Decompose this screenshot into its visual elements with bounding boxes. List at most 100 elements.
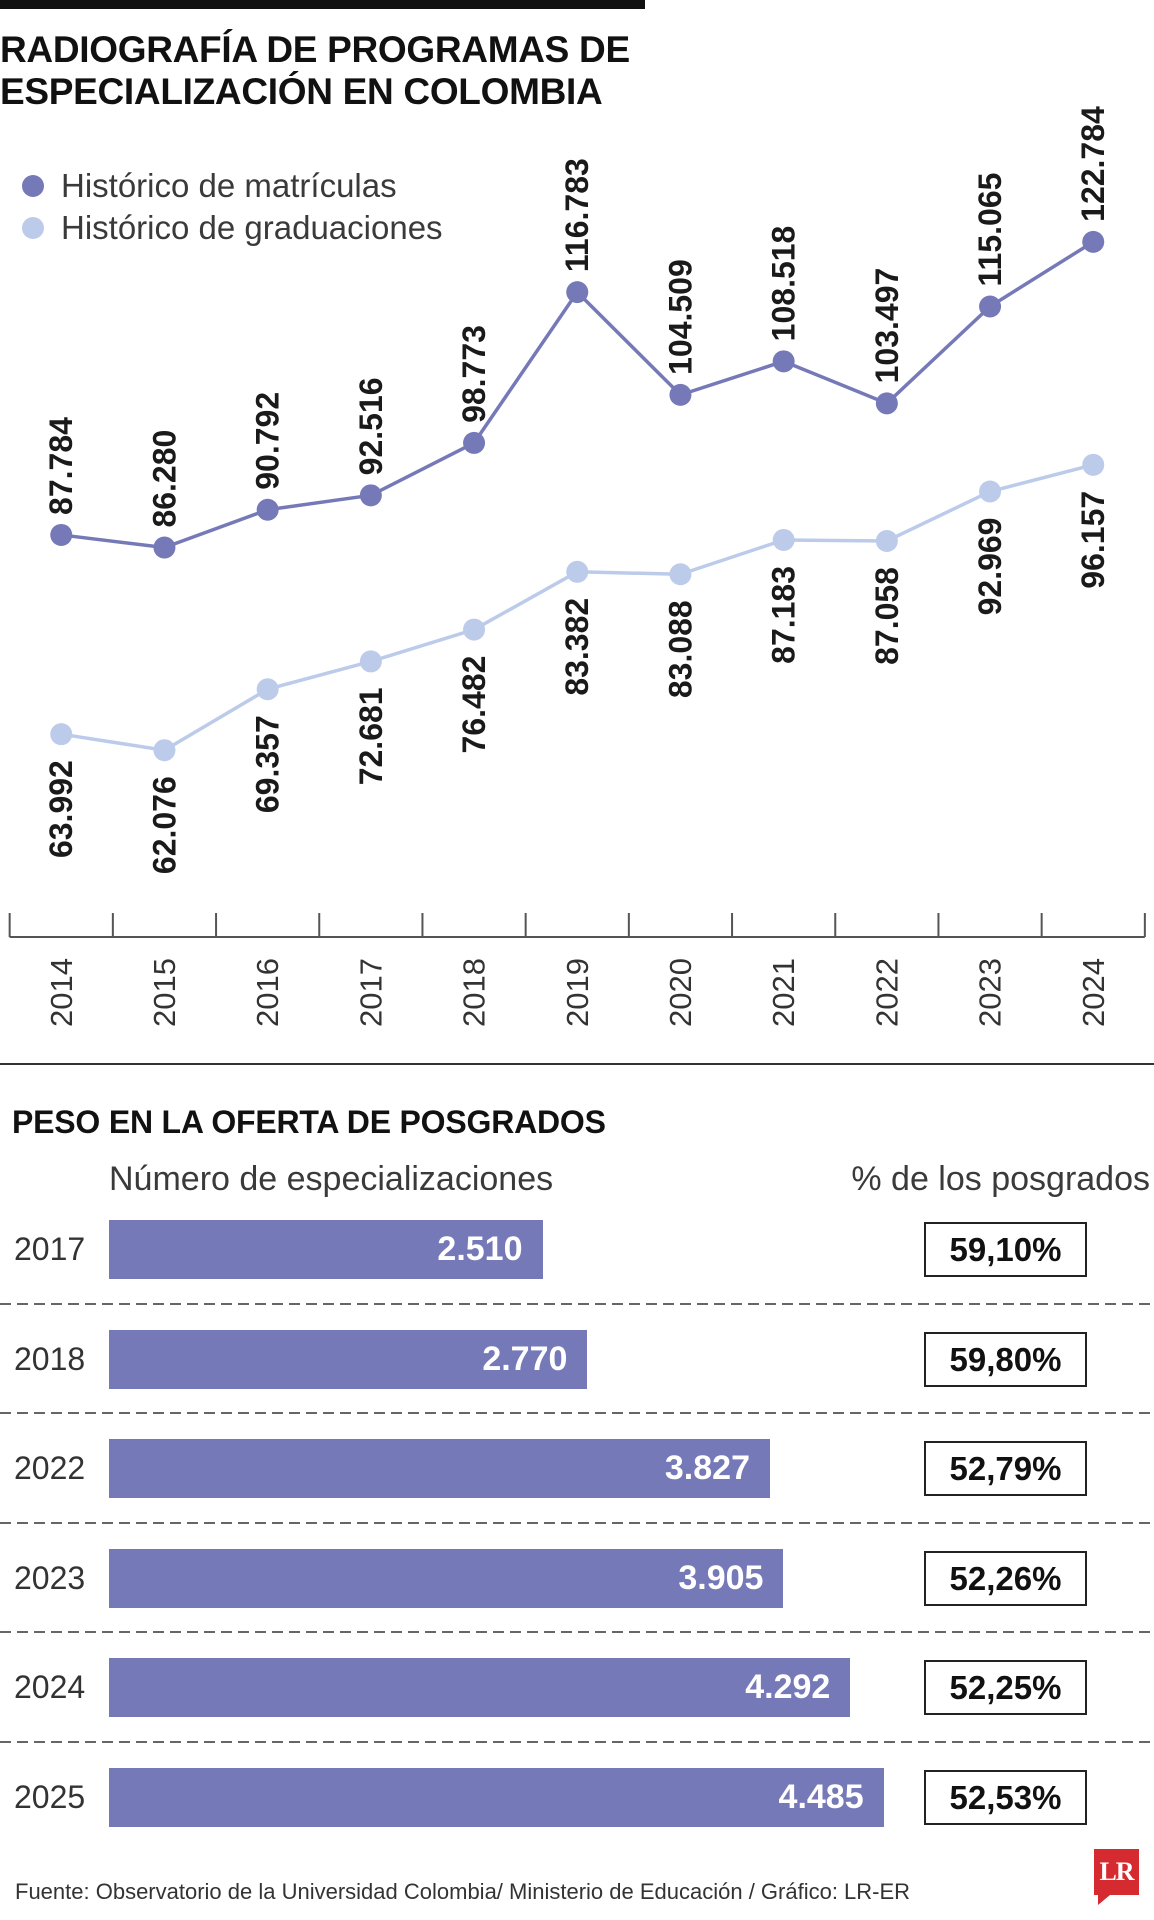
bar: 2.510: [109, 1220, 543, 1279]
value-label-matriculas-2023: 115.065: [972, 173, 1008, 287]
value-label-matriculas-2014: 87.784: [43, 417, 79, 515]
percent-box: 59,80%: [924, 1331, 1087, 1387]
value-label-matriculas-2016: 90.792: [250, 392, 286, 490]
legend-label: Histórico de graduaciones: [61, 209, 443, 246]
bar-row: 2022 3.827 52,79%: [0, 1414, 1154, 1524]
section-title: PESO EN LA OFERTA DE POSGRADOS: [12, 1104, 606, 1140]
legend-item-graduaciones: Histórico de graduaciones: [22, 208, 443, 248]
value-label-matriculas-2015: 86.280: [146, 430, 182, 528]
point-graduaciones-2016: [256, 678, 279, 701]
point-matriculas-2024: [1082, 230, 1105, 253]
value-label-matriculas-2017: 92.516: [353, 377, 389, 475]
bar: 3.827: [109, 1439, 770, 1499]
bar-row: 2017 2.510 59,10%: [0, 1195, 1154, 1305]
percent-label: 52,53%: [949, 1778, 1062, 1816]
chart-title-line-2: ESPECIALIZACIÓN EN COLOMBIA: [0, 71, 603, 112]
point-matriculas-2017: [359, 484, 382, 507]
bar-row: 2018 2.770 59,80%: [0, 1305, 1154, 1415]
bar-category-label: 2023: [14, 1559, 86, 1596]
value-label-graduaciones-2024: 96.157: [1075, 491, 1111, 589]
bar-category-label: 2022: [14, 1450, 86, 1487]
x-tick-label-2021: 2021: [766, 958, 801, 1027]
legend-dot-icon: [22, 217, 44, 239]
value-label-graduaciones-2014: 63.992: [43, 760, 79, 858]
x-tick-label-2019: 2019: [560, 958, 595, 1027]
x-tick-label-2018: 2018: [457, 958, 492, 1027]
chart-title-line-1: RADIOGRAFÍA DE PROGRAMAS DE: [0, 29, 630, 70]
value-label-graduaciones-2020: 83.088: [662, 600, 698, 698]
bar-value-label: 4.485: [778, 1777, 864, 1816]
percent-box: 52,53%: [924, 1769, 1087, 1825]
x-tick-label-2020: 2020: [663, 958, 698, 1027]
bar-row: 2024 4.292 52,25%: [0, 1633, 1154, 1743]
section-divider: [0, 1063, 1154, 1065]
percent-label: 52,26%: [949, 1559, 1062, 1597]
bar-chart: 2017 2.510 59,10% 2018 2.770 59,80% 2022…: [0, 1195, 1154, 1853]
lr-logo: LR: [1094, 1849, 1139, 1905]
bar-category-label: 2024: [14, 1669, 86, 1706]
value-label-graduaciones-2019: 83.382: [559, 598, 595, 696]
x-tick-label-2017: 2017: [353, 958, 388, 1027]
bar-row: 2023 3.905 52,26%: [0, 1524, 1154, 1634]
bar-value-label: 2.770: [482, 1339, 568, 1378]
point-matriculas-2019: [566, 281, 589, 304]
point-matriculas-2021: [772, 350, 795, 373]
legend-dot-icon: [22, 175, 44, 197]
bar: 2.770: [109, 1329, 588, 1389]
x-tick-label-2023: 2023: [973, 958, 1008, 1027]
value-label-matriculas-2019: 116.783: [559, 158, 595, 272]
legend-label: Histórico de matrículas: [61, 167, 397, 204]
percent-box: 52,25%: [924, 1660, 1087, 1716]
point-matriculas-2016: [256, 498, 279, 521]
x-tick-label-2022: 2022: [869, 958, 904, 1027]
value-label-graduaciones-2016: 69.357: [250, 715, 286, 813]
point-graduaciones-2022: [875, 530, 898, 553]
bar-row: 2025 4.485 52,53%: [0, 1743, 1154, 1853]
x-tick-label-2024: 2024: [1076, 958, 1111, 1027]
value-label-matriculas-2024: 122.784: [1075, 106, 1111, 222]
point-graduaciones-2023: [979, 480, 1002, 503]
point-matriculas-2015: [153, 536, 176, 559]
value-label-matriculas-2021: 108.518: [766, 226, 802, 342]
value-label-graduaciones-2021: 87.183: [766, 566, 802, 664]
column-header-percent: % de los posgrados: [851, 1160, 1150, 1198]
point-graduaciones-2017: [359, 650, 382, 673]
bar-value-label: 4.292: [745, 1668, 831, 1707]
percent-box: 52,79%: [924, 1441, 1087, 1497]
bar: 4.485: [109, 1767, 884, 1827]
line-chart: 2014 2015 2016 2017 2018 2019 2020 2021 2022 2023…: [8, 106, 1146, 1027]
percent-label: 52,25%: [949, 1669, 1062, 1707]
point-graduaciones-2014: [50, 723, 73, 746]
percent-label: 59,80%: [949, 1340, 1062, 1378]
percent-box: 52,26%: [924, 1550, 1087, 1606]
chart-title: RADIOGRAFÍA DE PROGRAMAS DE ESPECIALIZAC…: [0, 29, 630, 113]
bar: 3.905: [109, 1548, 784, 1608]
bar-category-label: 2018: [14, 1340, 86, 1377]
point-matriculas-2022: [875, 392, 898, 415]
value-label-graduaciones-2022: 87.058: [869, 567, 905, 665]
column-header-especializaciones: Número de especializaciones: [109, 1160, 554, 1198]
point-matriculas-2023: [979, 295, 1002, 318]
point-graduaciones-2015: [153, 739, 176, 762]
point-matriculas-2014: [50, 523, 73, 546]
x-tick-label-2014: 2014: [44, 958, 79, 1027]
point-matriculas-2018: [463, 431, 486, 454]
source-note: Fuente: Observatorio de la Universidad C…: [15, 1879, 911, 1904]
value-label-graduaciones-2015: 62.076: [146, 776, 182, 874]
percent-box: 59,10%: [924, 1222, 1087, 1277]
value-label-matriculas-2020: 104.509: [662, 259, 698, 375]
value-label-matriculas-2022: 103.497: [869, 268, 905, 384]
point-graduaciones-2019: [566, 560, 589, 583]
bar-value-label: 2.510: [437, 1230, 523, 1268]
point-matriculas-2020: [669, 383, 692, 406]
value-label-graduaciones-2017: 72.681: [353, 687, 389, 785]
value-label-graduaciones-2018: 76.482: [456, 656, 492, 754]
bar-category-label: 2017: [14, 1231, 86, 1267]
percent-label: 52,79%: [949, 1450, 1062, 1488]
value-label-graduaciones-2023: 92.969: [972, 518, 1008, 616]
x-tick-label-2016: 2016: [250, 958, 285, 1027]
point-graduaciones-2021: [772, 528, 795, 551]
percent-label: 59,10%: [949, 1231, 1062, 1268]
bar-value-label: 3.905: [678, 1558, 764, 1597]
